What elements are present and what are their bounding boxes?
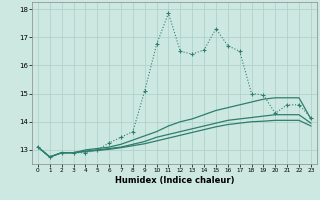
X-axis label: Humidex (Indice chaleur): Humidex (Indice chaleur)	[115, 176, 234, 185]
